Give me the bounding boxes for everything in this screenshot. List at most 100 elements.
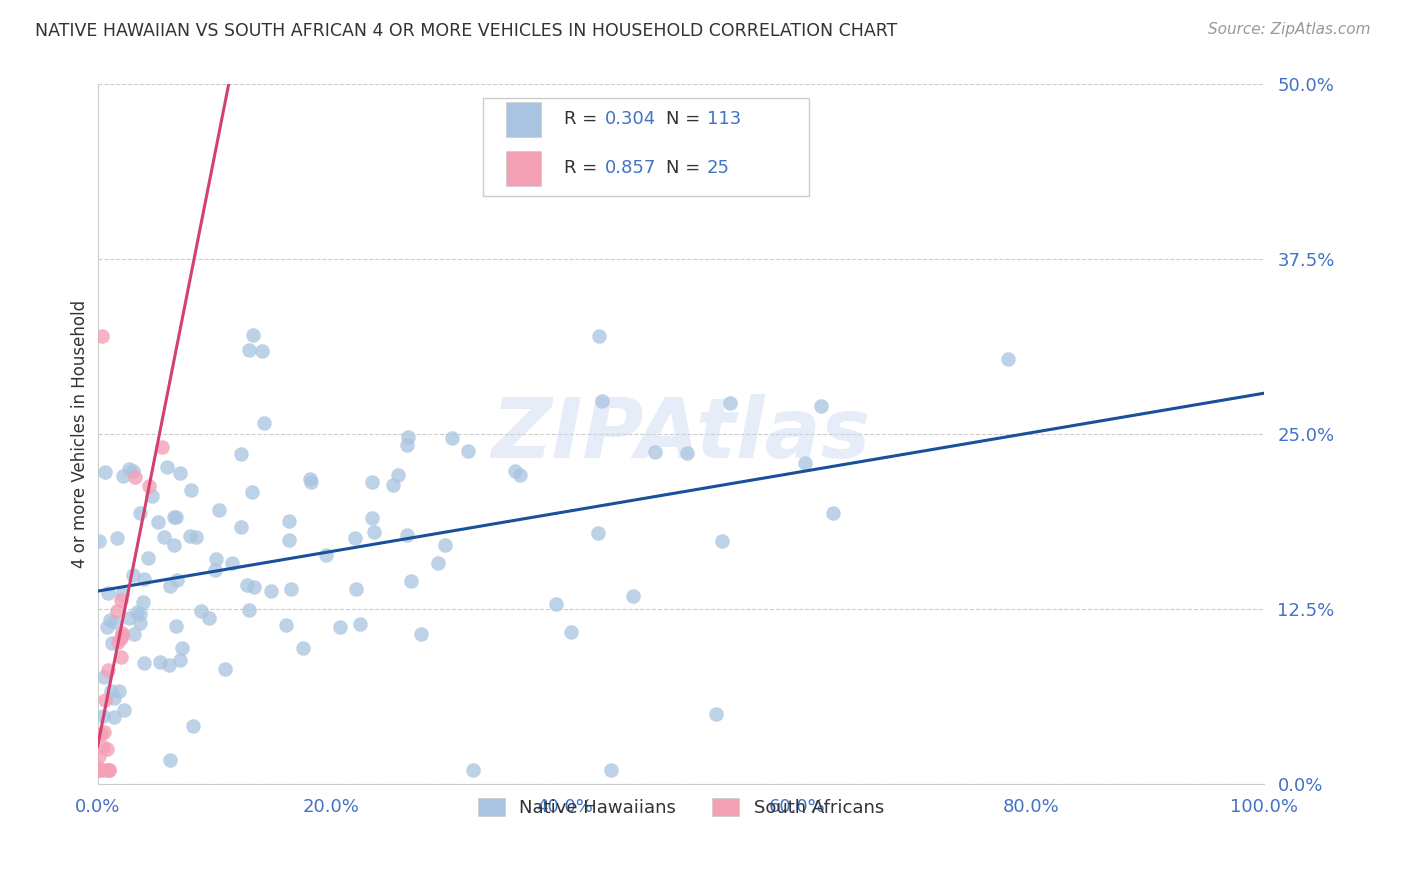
Point	[409, 627, 432, 641]
Point	[110, 649, 132, 664]
Point	[94, 465, 117, 479]
Point	[149, 655, 172, 669]
Point	[169, 653, 191, 667]
Point	[503, 464, 526, 478]
Point	[221, 556, 243, 570]
Point	[111, 626, 134, 640]
Point	[794, 456, 817, 470]
Point	[461, 764, 484, 778]
Point	[229, 447, 252, 461]
Point	[299, 475, 322, 490]
Point	[259, 583, 281, 598]
Point	[163, 538, 186, 552]
Point	[190, 604, 212, 618]
Point	[96, 764, 118, 778]
Point	[586, 526, 609, 541]
Point	[112, 469, 135, 483]
Point	[87, 764, 110, 778]
Point	[197, 611, 219, 625]
Point	[100, 635, 122, 649]
Point	[118, 461, 141, 475]
Point	[93, 692, 115, 706]
Point	[253, 416, 276, 430]
Point	[644, 445, 666, 459]
Point	[205, 552, 228, 566]
Point	[122, 567, 145, 582]
Point	[132, 595, 155, 609]
Point	[96, 620, 118, 634]
Point	[274, 617, 297, 632]
Point	[426, 556, 449, 570]
Y-axis label: 4 or more Vehicles in Household: 4 or more Vehicles in Household	[72, 301, 89, 568]
Text: ZIPAtlas: ZIPAtlas	[491, 394, 870, 475]
Point	[344, 582, 367, 597]
Point	[433, 538, 456, 552]
Point	[105, 531, 128, 545]
Text: N =: N =	[665, 111, 706, 128]
Point	[156, 459, 179, 474]
Point	[179, 529, 201, 543]
Point	[87, 761, 110, 775]
Point	[544, 597, 567, 611]
Point	[599, 764, 621, 778]
Bar	[506, 102, 541, 137]
Point	[718, 395, 741, 409]
Point	[621, 590, 644, 604]
Point	[118, 611, 141, 625]
Point	[441, 431, 464, 445]
Point	[132, 657, 155, 671]
Point	[128, 616, 150, 631]
Text: Source: ZipAtlas.com: Source: ZipAtlas.com	[1208, 22, 1371, 37]
Point	[91, 740, 114, 755]
Text: 113: 113	[707, 111, 741, 128]
Point	[125, 605, 148, 619]
Point	[280, 582, 302, 596]
Point	[166, 573, 188, 587]
Point	[457, 443, 479, 458]
Point	[138, 479, 160, 493]
Point	[134, 572, 156, 586]
Point	[229, 520, 252, 534]
Point	[165, 509, 187, 524]
Point	[146, 515, 169, 529]
Point	[238, 603, 260, 617]
Point	[997, 352, 1019, 367]
Point	[704, 707, 727, 722]
Point	[675, 446, 697, 460]
Point	[278, 533, 301, 547]
Point	[823, 506, 845, 520]
Point	[509, 468, 531, 483]
Point	[157, 657, 180, 672]
Point	[165, 619, 187, 633]
Point	[204, 563, 226, 577]
Point	[184, 530, 207, 544]
Point	[97, 586, 120, 600]
Point	[387, 468, 409, 483]
Point	[98, 613, 121, 627]
FancyBboxPatch shape	[482, 98, 810, 196]
Point	[711, 533, 734, 548]
Text: 25: 25	[707, 160, 730, 178]
Point	[208, 503, 231, 517]
Point	[87, 764, 110, 778]
Legend: Native Hawaiians, South Africans: Native Hawaiians, South Africans	[471, 790, 891, 824]
Point	[107, 635, 129, 649]
Text: NATIVE HAWAIIAN VS SOUTH AFRICAN 4 OR MORE VEHICLES IN HOUSEHOLD CORRELATION CHA: NATIVE HAWAIIAN VS SOUTH AFRICAN 4 OR MO…	[35, 22, 897, 40]
Point	[108, 684, 131, 698]
Point	[159, 753, 181, 767]
Point	[112, 703, 135, 717]
Point	[315, 548, 337, 562]
Point	[98, 764, 121, 778]
Point	[169, 466, 191, 480]
Point	[238, 343, 260, 358]
Point	[100, 684, 122, 698]
Point	[96, 742, 118, 756]
Point	[110, 587, 132, 601]
Point	[103, 691, 125, 706]
Point	[110, 592, 132, 607]
Point	[110, 631, 132, 645]
Point	[396, 438, 419, 452]
Point	[124, 470, 146, 484]
Point	[170, 640, 193, 655]
Point	[214, 662, 236, 676]
